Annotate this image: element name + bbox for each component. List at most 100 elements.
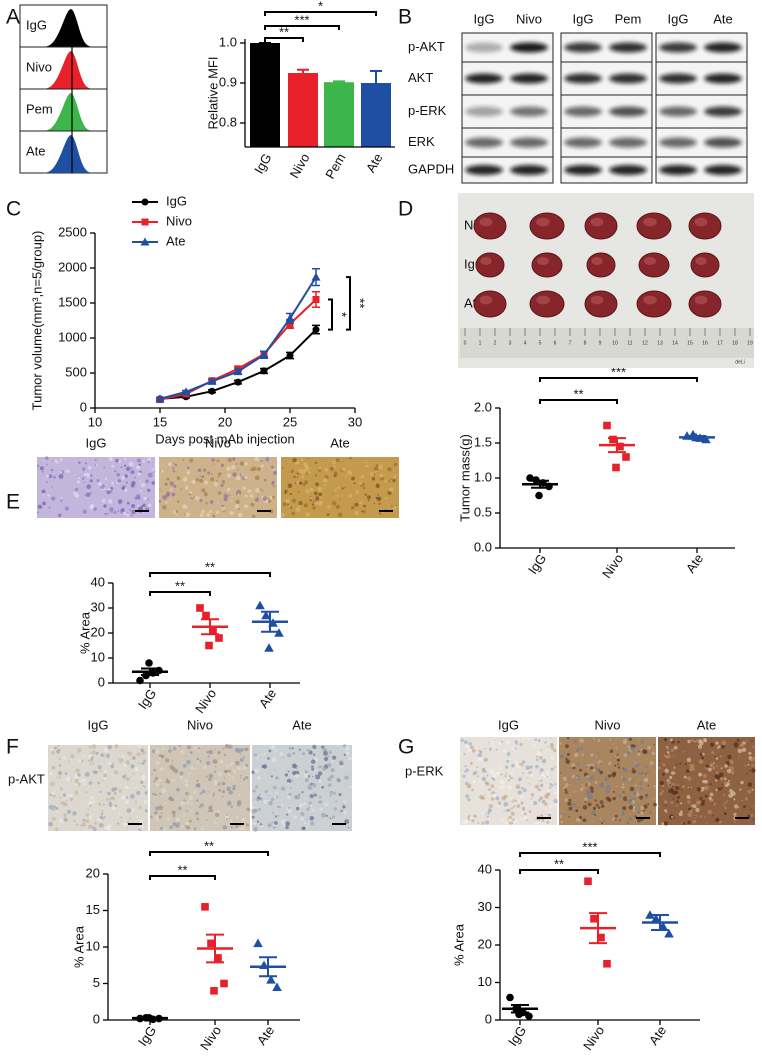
- ihc-texture: [347, 756, 352, 761]
- ihc-texture: [111, 511, 113, 513]
- ihc-texture: [713, 762, 715, 764]
- ruler-number: 13: [657, 340, 663, 346]
- ihc-texture: [719, 755, 722, 758]
- ihc-texture: [226, 487, 231, 492]
- ihc-texture: [497, 801, 502, 805]
- bar: [361, 83, 391, 147]
- panel-letter: D: [398, 198, 413, 221]
- ihc-texture: [181, 751, 184, 753]
- ihc-texture: [541, 758, 547, 764]
- ihc-texture: [96, 479, 100, 483]
- ihc-texture: [744, 764, 747, 767]
- ihc-texture: [50, 781, 55, 787]
- ihc-texture: [124, 474, 128, 478]
- y-tick-label: 20: [86, 865, 100, 880]
- ihc-texture: [182, 814, 185, 817]
- tumor-highlight: [695, 257, 707, 265]
- ihc-texture: [105, 753, 111, 758]
- ihc-texture: [567, 801, 572, 806]
- ihc-texture: [548, 786, 552, 789]
- ihc-texture: [312, 775, 314, 778]
- ihc-texture: [628, 805, 634, 810]
- ihc-texture: [672, 782, 675, 786]
- ihc-texture: [77, 773, 81, 777]
- ihc-texture: [315, 474, 318, 477]
- data-point: [155, 394, 165, 403]
- tumor: [584, 290, 618, 318]
- ihc-texture: [543, 775, 546, 779]
- y-axis-label: % Area: [71, 925, 86, 968]
- ihc-texture: [290, 807, 293, 810]
- ihc-texture: [750, 814, 754, 817]
- ihc-texture: [151, 749, 156, 753]
- ihc-texture: [704, 816, 707, 819]
- ihc-texture: [307, 785, 313, 791]
- ihc-texture: [540, 814, 544, 817]
- ihc-texture: [318, 467, 322, 470]
- ihc-texture: [253, 801, 255, 804]
- x-tick-label: 20: [218, 414, 232, 429]
- ihc-texture: [203, 492, 208, 497]
- ihc-texture: [540, 779, 543, 782]
- ihc-texture: [492, 778, 496, 781]
- ihc-texture: [209, 808, 213, 813]
- y-tick-label: 1.0: [219, 34, 237, 49]
- ihc-texture: [505, 765, 509, 769]
- ihc-texture: [134, 766, 139, 772]
- ihc-texture: [581, 753, 584, 756]
- ihc-texture: [81, 477, 85, 480]
- ihc-texture: [212, 794, 215, 797]
- ihc-texture: [345, 475, 347, 478]
- ihc-texture: [337, 486, 340, 490]
- ihc-texture: [525, 739, 528, 741]
- ihc-texture: [628, 817, 633, 821]
- ihc-texture: [467, 798, 471, 802]
- ihc-texture: [687, 820, 691, 825]
- ihc-texture: [538, 756, 543, 760]
- ihc-texture: [252, 805, 254, 808]
- ihc-texture: [339, 760, 343, 764]
- ihc-texture: [523, 812, 527, 816]
- ihc-row-label: p-ERK: [405, 763, 444, 778]
- histogram-peak: [44, 9, 104, 48]
- significance-bracket: [149, 875, 216, 880]
- ihc-texture: [738, 806, 740, 809]
- ihc-texture: [291, 511, 295, 516]
- bar: [324, 82, 354, 147]
- ihc-texture: [104, 477, 108, 480]
- ihc-texture: [729, 766, 735, 771]
- ihc-texture: [541, 773, 545, 777]
- ihc-texture: [568, 816, 570, 818]
- ihc-texture: [571, 774, 576, 779]
- ihc-texture: [704, 794, 708, 798]
- ihc-texture: [641, 749, 647, 754]
- ihc-texture: [553, 777, 555, 779]
- ihc-texture: [623, 741, 627, 745]
- sem-bar: [688, 435, 706, 440]
- tumor: [636, 290, 672, 318]
- ihc-texture: [51, 460, 54, 462]
- ihc-texture: [700, 802, 705, 806]
- histogram-peak: [44, 135, 104, 173]
- ihc-texture: [363, 487, 366, 490]
- ihc-texture: [223, 753, 226, 757]
- ihc-texture: [360, 474, 365, 479]
- ihc-texture: [122, 757, 124, 759]
- ihc-texture: [615, 755, 618, 757]
- ihc-texture: [534, 738, 537, 742]
- ihc-texture: [196, 799, 199, 802]
- ihc-texture: [564, 788, 568, 791]
- ihc-texture: [311, 767, 315, 771]
- ihc-texture: [269, 459, 272, 462]
- ihc-texture: [643, 777, 649, 783]
- ihc-texture: [185, 512, 190, 517]
- tumor: [473, 290, 507, 318]
- ihc-texture: [115, 767, 118, 770]
- ihc-texture: [285, 821, 291, 826]
- significance-bracket: [149, 851, 269, 856]
- ihc-texture: [329, 790, 334, 795]
- ihc-texture: [632, 744, 636, 748]
- ihc-texture: [311, 503, 315, 506]
- ihc-texture: [545, 770, 550, 776]
- ihc-column-label: Nivo: [187, 717, 213, 732]
